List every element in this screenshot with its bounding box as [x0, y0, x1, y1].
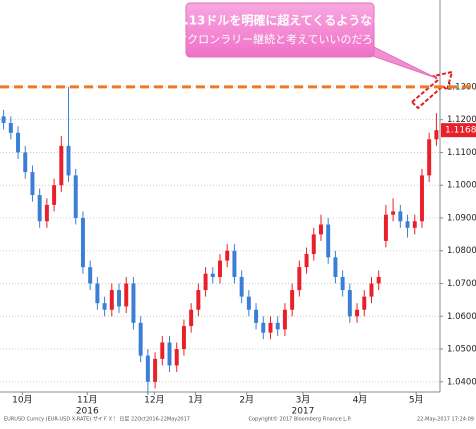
- candle-body: [326, 224, 331, 258]
- candle-body: [434, 130, 439, 140]
- candle-body: [30, 172, 35, 196]
- candle-body: [203, 273, 208, 291]
- y-tick-label: 1.0600: [447, 312, 476, 322]
- candle-body: [232, 250, 237, 277]
- candle-body: [210, 273, 215, 277]
- candle-body: [282, 309, 287, 330]
- footer-date: 22-May-2017 17:24:09: [417, 417, 474, 423]
- footer-copyright: Copyright© 2017 Bloomberg Finance L.P.: [248, 416, 351, 423]
- candle-body: [37, 195, 42, 222]
- candle-body: [355, 309, 360, 317]
- candle-body: [138, 322, 143, 356]
- candle-body: [117, 290, 121, 307]
- candle-body: [239, 276, 244, 297]
- y-tick-label: 1.0800: [447, 246, 476, 256]
- candle-body: [218, 260, 222, 277]
- candle-body: [362, 296, 367, 310]
- y-tick-label: 1.1200: [447, 115, 476, 125]
- candle-body: [160, 342, 165, 359]
- candle-body: [333, 257, 338, 277]
- y-tick-label: 1.1300: [447, 82, 476, 92]
- x-tick-label: 11月: [77, 395, 97, 406]
- x-tick-label: 2月: [239, 395, 254, 406]
- candle-body: [261, 322, 266, 333]
- candle-body: [311, 234, 316, 255]
- candle-body: [196, 290, 201, 310]
- x-tick-label: 3月: [296, 395, 311, 406]
- year-label: 2016: [76, 407, 99, 417]
- candle-body: [59, 145, 64, 186]
- callout-title: 1.13ドルを明確に超えてくるようなら: [176, 13, 384, 28]
- last-price-box: [441, 123, 476, 138]
- candle-body: [102, 303, 107, 310]
- candle-body: [124, 283, 129, 307]
- plot-area: [0, 86, 440, 395]
- callout-box: [185, 2, 375, 58]
- candle-body: [66, 145, 71, 176]
- candle-body: [23, 152, 28, 173]
- y-tick-label: 1.0400: [447, 377, 476, 387]
- candle-body: [275, 322, 280, 330]
- x-tick-label: 10月: [12, 395, 32, 406]
- candle-body: [376, 276, 381, 284]
- year-label: 2017: [291, 407, 314, 417]
- callout-text: マクロンラリー継続と考えていいのだろう: [176, 32, 384, 46]
- candle-body: [347, 290, 352, 317]
- candle-body: [174, 349, 179, 366]
- x-tick-label: 12月: [144, 395, 164, 406]
- candle-body: [412, 221, 417, 228]
- last-price-label: 1.1168: [445, 126, 476, 136]
- candle-body: [167, 342, 172, 366]
- candle-body: [1, 116, 6, 123]
- y-tick-label: 1.1000: [447, 181, 476, 191]
- candle-body: [254, 309, 259, 323]
- up-arrow: [410, 70, 454, 110]
- candle-body: [88, 267, 93, 284]
- candle-body: [319, 224, 323, 235]
- candle-body: [340, 276, 345, 291]
- candle-body: [16, 132, 21, 153]
- candle-body: [419, 175, 424, 222]
- candle-body: [383, 214, 388, 241]
- y-tick-label: 1.0900: [447, 213, 476, 223]
- candle-body: [145, 355, 150, 382]
- candle-body: [52, 185, 57, 205]
- footer-source: EURUSD Curncy (EUR-USD X-RATE) ザイＦＸ！ 日足 …: [4, 417, 190, 423]
- x-tick-label: 1月: [188, 395, 203, 406]
- x-tick-label: 4月: [353, 395, 368, 406]
- candle-body: [246, 296, 251, 310]
- candle-body: [398, 211, 403, 222]
- candle-body: [131, 283, 136, 323]
- candle-body: [304, 254, 309, 268]
- candle-body: [427, 139, 432, 176]
- x-tick-label: 5月: [409, 395, 424, 406]
- candle-body: [369, 283, 374, 297]
- candle-body: [297, 267, 302, 291]
- candle-body: [405, 221, 410, 228]
- candle-body: [80, 217, 85, 268]
- candle-body: [44, 204, 49, 222]
- candle-body: [153, 358, 158, 382]
- candle-body: [225, 250, 230, 261]
- candle-body: [290, 290, 295, 310]
- candle-body: [8, 122, 13, 133]
- y-tick-label: 1.0500: [447, 345, 476, 355]
- y-tick-label: 1.0700: [447, 279, 476, 289]
- candle-body: [391, 211, 396, 215]
- candle-body: [189, 309, 194, 327]
- y-tick-label: 1.1100: [447, 148, 476, 158]
- candle-body: [109, 290, 114, 310]
- candle-body: [73, 175, 78, 218]
- candle-body: [268, 322, 273, 333]
- candle-body: [181, 326, 186, 350]
- candle-body: [95, 283, 100, 304]
